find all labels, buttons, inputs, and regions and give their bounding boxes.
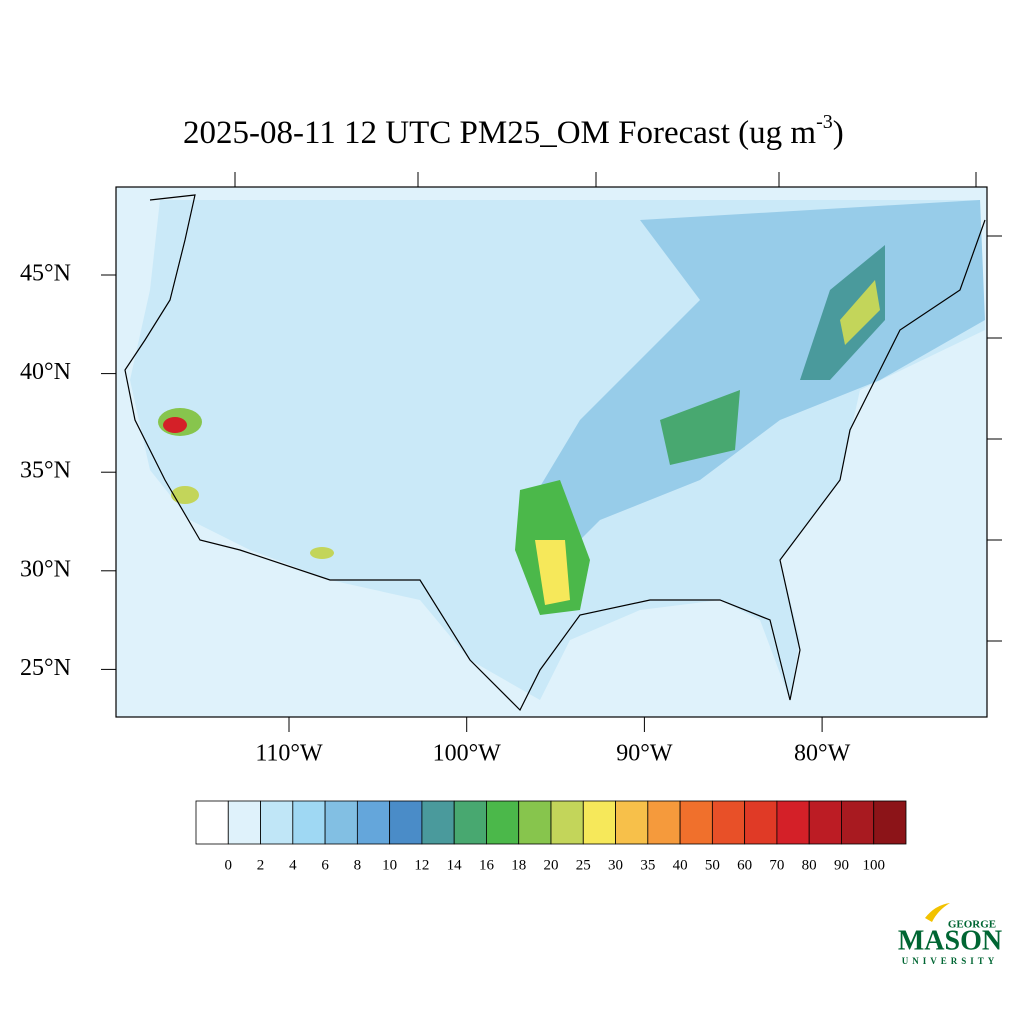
colorbar-swatch	[776, 800, 810, 845]
colorbar-label: 60	[737, 857, 752, 873]
colorbar-swatch	[841, 800, 875, 845]
colorbar-swatch	[679, 800, 713, 845]
colorbar-swatch	[486, 800, 520, 845]
title-sup: -3	[816, 111, 833, 133]
logo-top: GEORGE	[948, 919, 996, 931]
colorbar-label: 4	[289, 857, 297, 873]
colorbar-label: 35	[640, 857, 655, 873]
title-end: )	[833, 115, 844, 151]
colorbar-swatch	[195, 800, 229, 845]
colorbar-swatch	[292, 800, 326, 845]
colorbar-swatch	[260, 800, 294, 845]
frame-ticks	[234, 172, 1002, 642]
map	[115, 172, 1002, 718]
title: 2025-08-11 12 UTC PM25_OM Forecast (ug m…	[183, 111, 844, 151]
field-plume	[171, 486, 199, 504]
colorbar-label: 12	[414, 857, 429, 873]
colorbar-label: 80	[802, 857, 817, 873]
lon-tick-label: 80°W	[794, 741, 851, 767]
colorbar-swatch	[647, 800, 681, 845]
title-main: 2025-08-11 12 UTC PM25_OM Forecast (ug m	[183, 115, 816, 151]
colorbar-swatch	[711, 800, 746, 845]
colorbar-label: 70	[769, 857, 784, 873]
colorbar-label: 2	[257, 857, 265, 873]
lat-tick-label: 40°N	[20, 359, 71, 385]
colorbar-label: 100	[862, 857, 885, 873]
colorbar-label: 30	[608, 857, 623, 873]
colorbar-label: 18	[511, 857, 526, 873]
colorbar-label: 0	[225, 857, 233, 873]
colorbar-label: 20	[544, 857, 559, 873]
colorbar-swatch	[453, 800, 487, 845]
colorbar-swatch	[873, 800, 907, 845]
colorbar-swatch	[615, 800, 649, 845]
colorbar-label: 90	[834, 857, 849, 873]
field-plume	[310, 547, 334, 559]
logo-bottom: UNIVERSITY	[902, 956, 999, 966]
colorbar-label: 40	[673, 857, 688, 873]
colorbar-swatch	[582, 800, 616, 845]
colorbar-swatch	[227, 800, 261, 845]
lat-tick-label: 30°N	[20, 556, 71, 582]
lon-tick-label: 90°W	[616, 741, 673, 767]
colorbar-label: 16	[479, 857, 495, 873]
logo: GEORGE MASON UNIVERSITY	[898, 903, 1002, 966]
lon-tick-label: 110°W	[255, 741, 323, 767]
colorbar-swatch	[324, 800, 358, 845]
colorbar-label: 25	[576, 857, 591, 873]
lat-tick-label: 35°N	[20, 458, 71, 484]
colorbar-label: 10	[382, 857, 397, 873]
map-frame	[115, 186, 988, 718]
colorbar-label: 6	[321, 857, 329, 873]
colorbar-swatch	[550, 800, 584, 845]
logo-swoosh	[925, 903, 950, 922]
logo-main: MASON	[898, 925, 1002, 956]
field-plume	[163, 417, 187, 433]
lat-tick-label: 25°N	[20, 655, 71, 681]
colorbar-label: 8	[354, 857, 362, 873]
field-plume	[535, 540, 570, 605]
colorbar-swatch	[389, 800, 423, 845]
colorbar-swatch	[518, 800, 552, 845]
field-plume	[660, 390, 740, 465]
colorbar-label: 14	[447, 857, 463, 873]
field-plume	[840, 280, 880, 345]
field-plume	[800, 245, 885, 380]
lon-tick-label: 100°W	[433, 741, 502, 767]
colorbar-swatch	[356, 800, 391, 845]
colorbar-swatch	[808, 800, 842, 845]
title-text: 2025-08-11 12 UTC PM25_OM Forecast (ug m…	[183, 111, 844, 151]
colorbar-label: 50	[705, 857, 720, 873]
lat-tick-label: 45°N	[20, 261, 71, 287]
colorbar-swatch	[744, 800, 778, 845]
coastline	[124, 194, 986, 712]
colorbar-swatch	[421, 800, 455, 845]
